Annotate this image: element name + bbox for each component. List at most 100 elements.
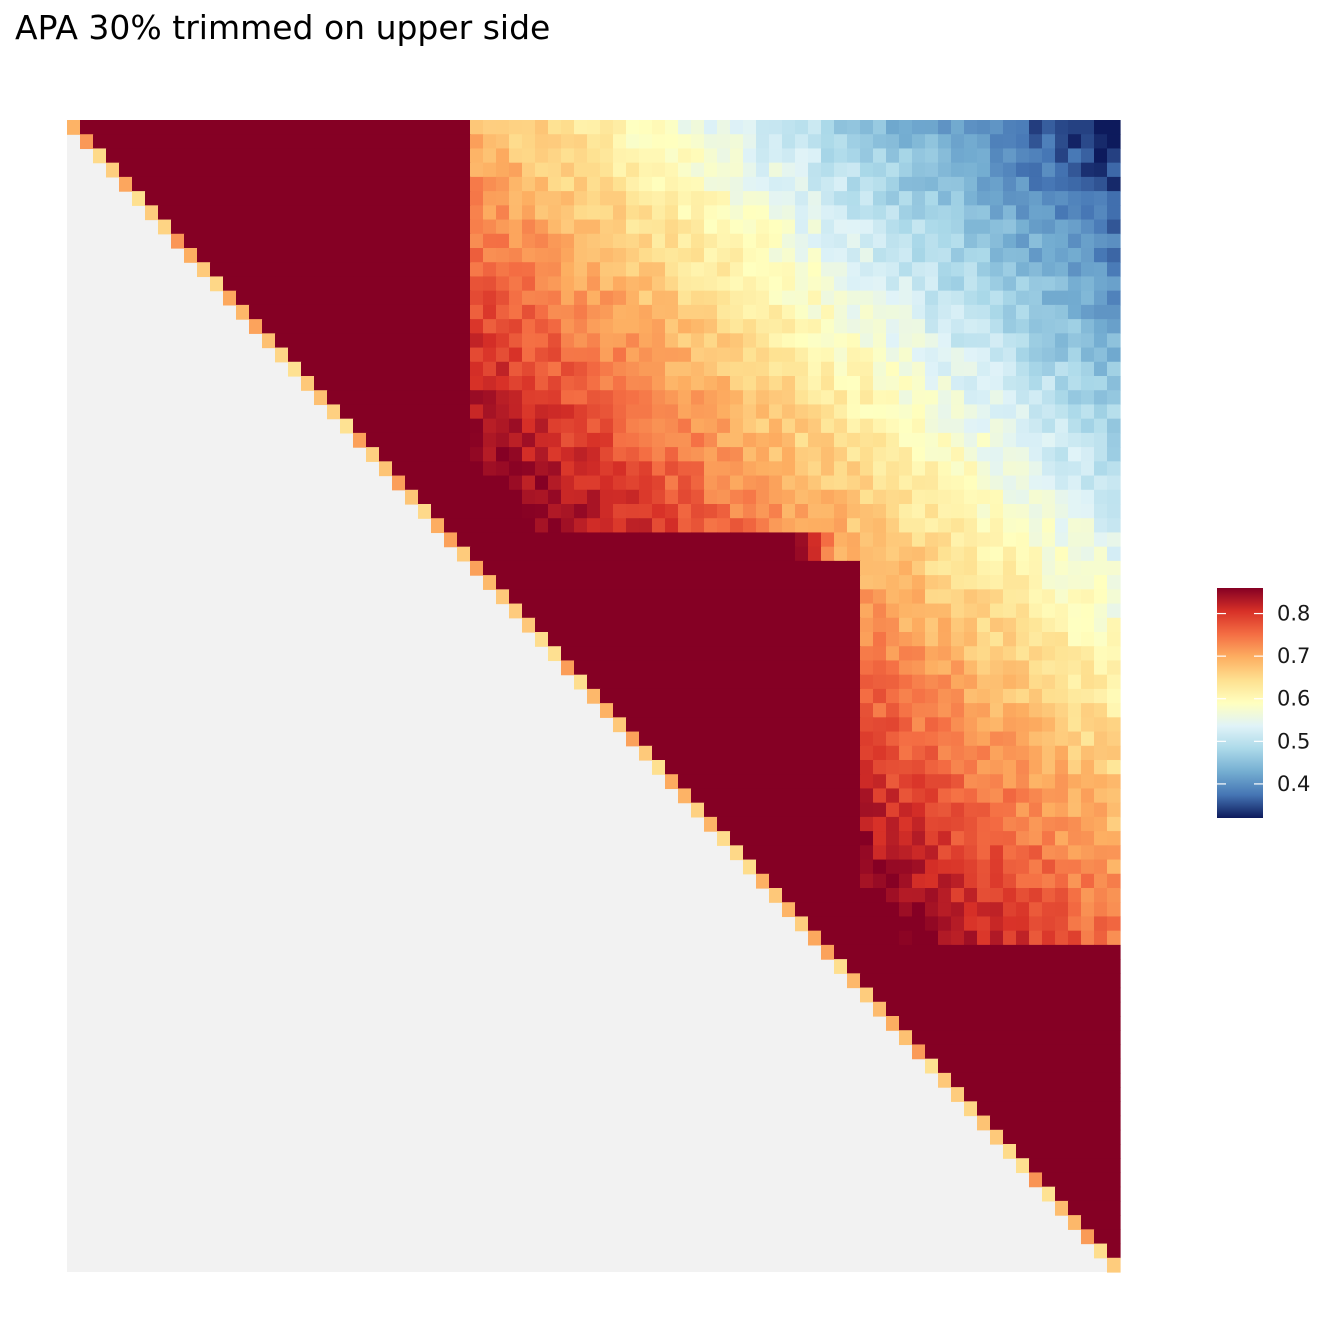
heatmap-cell — [1042, 902, 1056, 918]
heatmap-cell — [899, 532, 913, 548]
heatmap-cell — [678, 376, 692, 391]
heatmap-cell — [1081, 1101, 1095, 1117]
heatmap-cell — [1068, 532, 1082, 548]
heatmap-cell — [860, 233, 874, 249]
heatmap-cell — [470, 233, 484, 249]
heatmap-cell — [1094, 1016, 1108, 1031]
heatmap-cell — [418, 475, 432, 491]
heatmap-cell — [613, 489, 627, 505]
heatmap-cell — [951, 731, 965, 747]
heatmap-cell — [1068, 276, 1082, 292]
heatmap-cell — [730, 219, 744, 235]
heatmap-cell — [743, 802, 757, 818]
heatmap-cell — [626, 504, 640, 519]
heatmap-cell — [1107, 575, 1121, 590]
heatmap-cell — [665, 290, 679, 306]
heatmap-cell — [1003, 660, 1017, 676]
heatmap-cell — [1068, 617, 1082, 633]
heatmap-cell — [444, 319, 458, 334]
heatmap-cell — [977, 333, 991, 349]
heatmap-cell — [405, 248, 419, 263]
heatmap-cell — [1107, 1144, 1121, 1159]
heatmap-cell — [1042, 1172, 1056, 1188]
heatmap-cell — [964, 134, 978, 150]
heatmap-cell — [951, 518, 965, 534]
heatmap-cell — [756, 632, 770, 647]
heatmap-cell — [782, 546, 796, 562]
heatmap-cell — [743, 760, 757, 775]
heatmap-cell — [457, 361, 471, 377]
heatmap-cell — [951, 333, 965, 349]
heatmap-cell — [925, 560, 939, 576]
heatmap-cell — [288, 148, 302, 164]
heatmap-cell — [834, 632, 848, 647]
heatmap-cell — [990, 916, 1004, 932]
heatmap-cell — [509, 376, 523, 391]
heatmap-cell — [249, 304, 263, 320]
heatmap-cell — [262, 148, 276, 164]
heatmap-cell — [977, 390, 991, 406]
heatmap-cell — [730, 361, 744, 377]
heatmap-cell — [665, 205, 679, 221]
heatmap-cell — [990, 1129, 1004, 1145]
heatmap-cell — [1081, 290, 1095, 306]
heatmap-cell — [1055, 361, 1069, 377]
heatmap-cell — [925, 276, 939, 292]
heatmap-cell — [1094, 745, 1108, 761]
heatmap-cells — [67, 120, 1121, 1273]
heatmap-cell — [574, 532, 588, 548]
heatmap-cell — [574, 361, 588, 377]
heatmap-cell — [821, 944, 835, 960]
heatmap-cell — [743, 290, 757, 306]
heatmap-cell — [522, 447, 536, 462]
heatmap-cell — [652, 205, 666, 221]
heatmap-cell — [353, 262, 367, 278]
heatmap-cell — [1107, 134, 1121, 150]
heatmap-cell — [652, 390, 666, 406]
heatmap-cell — [522, 376, 536, 391]
heatmap-cell — [353, 191, 367, 206]
heatmap-cell — [756, 262, 770, 278]
heatmap-cell — [652, 418, 666, 434]
heatmap-cell — [522, 390, 536, 406]
heatmap-cell — [743, 134, 757, 150]
heatmap-cell — [1003, 333, 1017, 349]
heatmap-cell — [769, 447, 783, 462]
heatmap-cell — [431, 504, 445, 519]
heatmap-cell — [1029, 276, 1043, 292]
heatmap-cell — [808, 432, 822, 448]
heatmap-cell — [379, 361, 393, 377]
heatmap-cell — [457, 461, 471, 477]
heatmap-cell — [1003, 233, 1017, 249]
heatmap-cell — [1094, 461, 1108, 477]
heatmap-cell — [418, 304, 432, 320]
heatmap-cell — [587, 461, 601, 477]
heatmap-cell — [132, 176, 146, 192]
heatmap-cell — [860, 760, 874, 775]
heatmap-cell — [691, 219, 705, 235]
heatmap-cell — [1094, 816, 1108, 832]
heatmap-cell — [548, 575, 562, 590]
heatmap-cell — [1068, 703, 1082, 718]
heatmap-cell — [652, 290, 666, 306]
heatmap-cell — [990, 120, 1004, 135]
heatmap-cell — [990, 134, 1004, 150]
heatmap-cell — [418, 276, 432, 292]
heatmap-cell — [977, 461, 991, 477]
heatmap-cell — [873, 404, 887, 420]
heatmap-cell — [184, 176, 198, 192]
heatmap-cell — [795, 603, 809, 619]
heatmap-cell — [886, 376, 900, 391]
heatmap-cell — [444, 233, 458, 249]
heatmap-cell — [366, 404, 380, 420]
heatmap-cell — [860, 774, 874, 790]
heatmap-cell — [1081, 361, 1095, 377]
heatmap-cell — [1068, 1087, 1082, 1102]
heatmap-cell — [1107, 1186, 1121, 1202]
heatmap-cell — [509, 176, 523, 192]
heatmap-cell — [1029, 518, 1043, 534]
heatmap-cell — [717, 546, 731, 562]
heatmap-cell — [1081, 987, 1095, 1003]
heatmap-cell — [821, 361, 835, 377]
heatmap-cell — [314, 191, 328, 206]
